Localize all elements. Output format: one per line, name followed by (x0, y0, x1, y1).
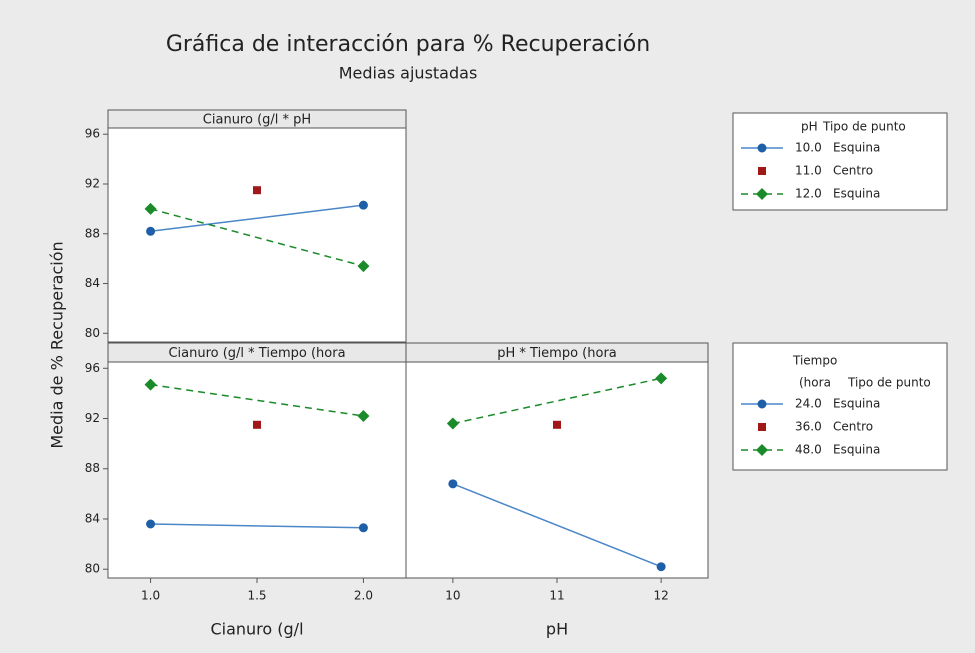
panel-title: pH * Tiempo (hora (497, 346, 617, 361)
legend-marker (756, 188, 768, 200)
series-line (452, 483, 662, 568)
y-tick-label: 92 (85, 176, 100, 190)
point (446, 417, 459, 430)
legend-title: (hora (799, 376, 831, 390)
y-tick-label: 84 (85, 276, 100, 290)
chart-subtitle: Medias ajustadas (339, 64, 478, 83)
plot-area (107, 361, 407, 579)
y-tick-label: 80 (85, 562, 100, 576)
y-tick-label: 88 (85, 226, 100, 240)
x-axis-label: pH (546, 620, 568, 639)
legend-type-title: Tipo de punto (822, 120, 906, 134)
y-tick-label: 88 (85, 461, 100, 475)
x-tick-label: 2.0 (354, 589, 373, 603)
point (448, 479, 458, 489)
legend-level: 48.0 (795, 443, 822, 457)
legend-level: 36.0 (795, 420, 822, 434)
x-tick-label: 10 (445, 589, 460, 603)
point (358, 523, 368, 533)
point (253, 186, 261, 195)
series-line (150, 208, 364, 267)
plot-area (107, 127, 407, 343)
point (655, 372, 668, 385)
legend-box (732, 342, 948, 471)
legend-type: Centro (833, 420, 873, 434)
y-tick-label: 96 (85, 127, 100, 141)
point (253, 420, 261, 429)
legend-type-title: Tipo de punto (847, 376, 931, 390)
y-tick-label: 80 (85, 326, 100, 340)
point (146, 519, 156, 529)
series-line (150, 204, 364, 233)
legend-type: Esquina (833, 397, 880, 411)
legend-title: Tiempo (792, 354, 837, 368)
point (656, 562, 666, 572)
legend-level: 24.0 (795, 397, 822, 411)
point (146, 226, 156, 236)
legend-type: Centro (833, 164, 873, 178)
x-tick-label: 1.0 (141, 589, 160, 603)
legend-marker (756, 444, 768, 456)
panel-title: Cianuro (g/l * Tiempo (hora (168, 346, 345, 361)
legend-type: Esquina (833, 187, 880, 201)
y-axis-label: Media de % Recuperación (48, 241, 67, 448)
point (358, 200, 368, 210)
x-tick-label: 1.5 (247, 589, 266, 603)
x-tick-label: 11 (549, 589, 564, 603)
plot-area (405, 361, 709, 579)
legend-marker (757, 399, 767, 409)
legend-type: Esquina (833, 141, 880, 155)
y-tick-label: 84 (85, 511, 100, 525)
legend-marker (757, 143, 767, 153)
point (553, 420, 561, 429)
panel-title: Cianuro (g/l * pH (203, 113, 311, 128)
point (357, 410, 370, 422)
point (357, 260, 370, 273)
series-line (150, 523, 364, 529)
y-tick-label: 92 (85, 411, 100, 425)
x-axis-label: Cianuro (g/l (210, 620, 303, 639)
point (144, 202, 157, 215)
legend-level: 12.0 (795, 187, 822, 201)
chart-title: Gráfica de interacción para % Recuperaci… (166, 32, 650, 57)
legend-level: 10.0 (795, 141, 822, 155)
legend-marker (758, 423, 766, 431)
x-tick-label: 12 (653, 589, 668, 603)
legend-type: Esquina (833, 443, 880, 457)
legend-level: 11.0 (795, 164, 822, 178)
legend-marker (758, 167, 766, 175)
point (144, 378, 157, 391)
legend-title: pH (801, 120, 818, 134)
y-tick-label: 96 (85, 361, 100, 375)
